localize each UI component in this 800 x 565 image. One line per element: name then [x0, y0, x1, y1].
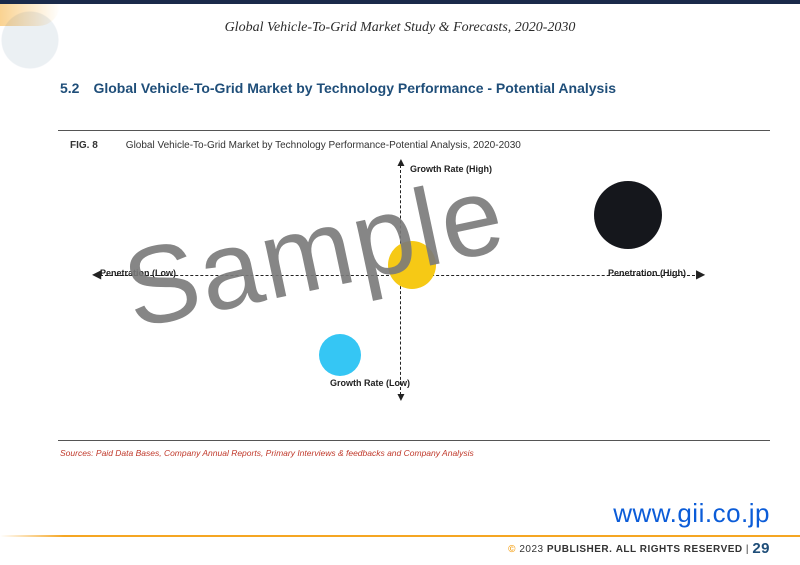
section-number: 5.2 — [60, 80, 79, 96]
footer-copyright: © 2023 PUBLISHER. ALL RIGHTS RESERVED | … — [508, 540, 770, 557]
arrow-right-icon: ▶ — [696, 268, 705, 280]
figure-caption-line: FIG. 8 Global Vehicle-To-Grid Market by T… — [70, 140, 521, 151]
report-page: Global Vehicle-To-Grid Market Study & Fo… — [0, 0, 800, 565]
x-high-label: Penetration (High) — [608, 268, 686, 278]
section-heading: 5.2 Global Vehicle-To-Grid Market by Tech… — [60, 80, 760, 96]
bubble-cyan — [319, 334, 361, 376]
publisher-name: PUBLISHER. — [547, 544, 613, 555]
figure-number: FIG. 8 — [70, 140, 98, 151]
figure-caption: Global Vehicle-To-Grid Market by Technol… — [126, 140, 521, 151]
rule-top — [58, 130, 770, 131]
arrow-up-icon: ▲ — [395, 156, 407, 168]
footer-url[interactable]: www.gii.co.jp — [613, 498, 770, 529]
y-high-label: Growth Rate (High) — [410, 164, 492, 174]
arrow-down-icon: ▲ — [395, 392, 407, 404]
rights-text: ALL RIGHTS RESERVED — [616, 544, 743, 555]
document-title: Global Vehicle-To-Grid Market Study & Fo… — [0, 20, 800, 36]
separator: | — [746, 544, 749, 555]
rule-bottom — [58, 440, 770, 441]
bubble-black — [594, 181, 662, 249]
bubble-yellow — [388, 241, 436, 289]
section-title: Global Vehicle-To-Grid Market by Technol… — [93, 80, 616, 96]
copyright-symbol: © — [508, 544, 516, 555]
footer-divider — [0, 535, 800, 537]
copyright-year: 2023 — [519, 544, 543, 555]
sources-line: Sources: Paid Data Bases, Company Annual… — [60, 448, 474, 458]
y-low-label: Growth Rate (Low) — [330, 378, 410, 388]
x-low-label: Penetration (Low) — [100, 268, 176, 278]
corner-decoration-icon — [0, 10, 60, 70]
page-number: 29 — [752, 540, 770, 557]
quadrant-chart: ▶ ▶ ▲ ▲ Growth Rate (High) Growth Rate (… — [100, 160, 700, 410]
top-bar — [0, 0, 800, 4]
